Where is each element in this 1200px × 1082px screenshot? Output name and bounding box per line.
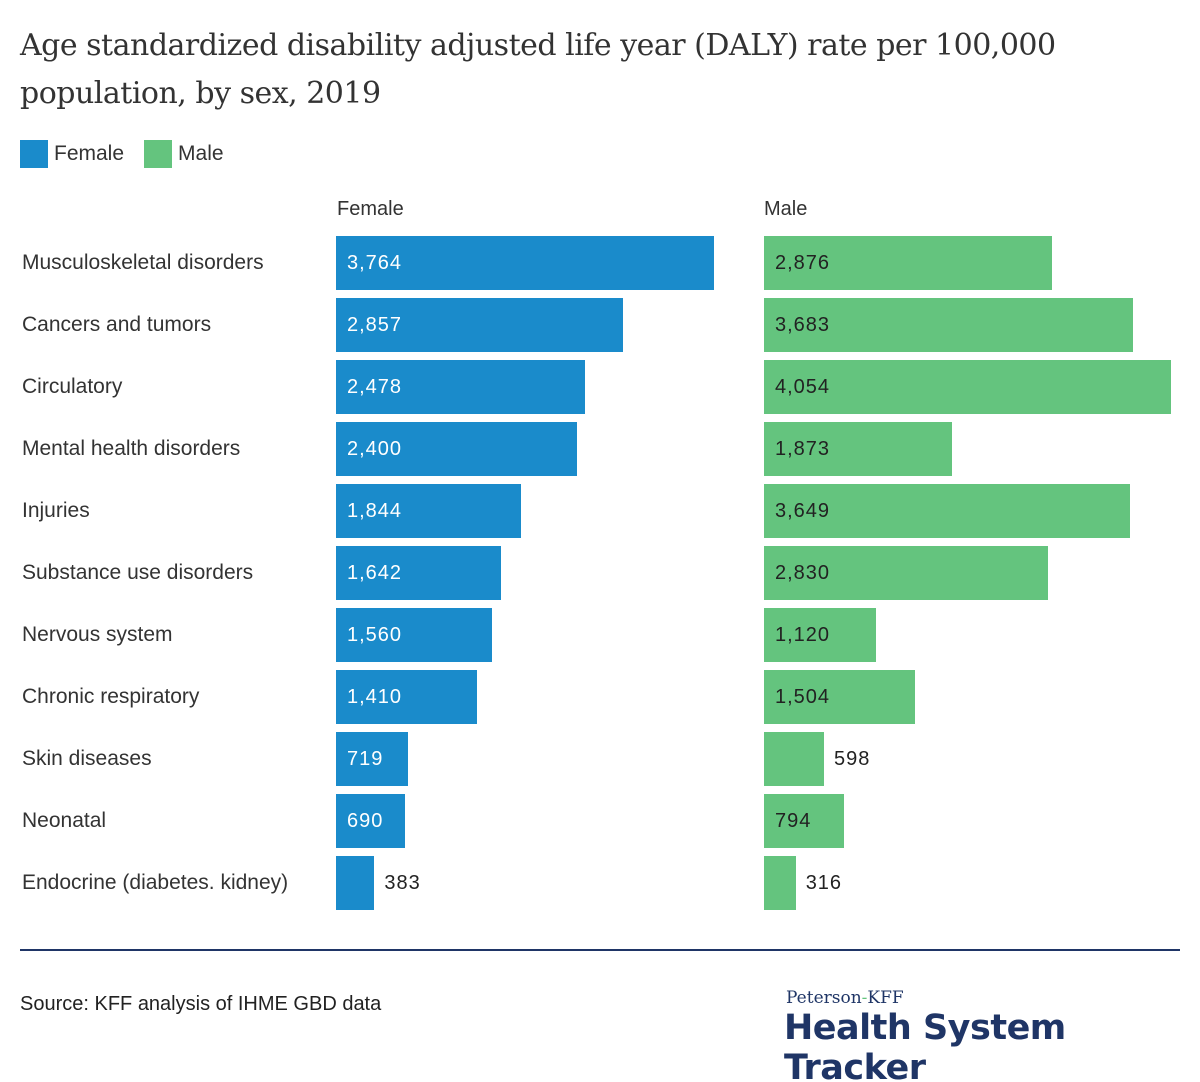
bar-female: [336, 360, 585, 414]
data-label-male: 1,504: [775, 686, 831, 708]
category-label: Neonatal: [22, 809, 107, 832]
bar-male: [764, 546, 1048, 600]
data-label-male: 1,120: [775, 624, 831, 646]
bar-male: [764, 236, 1053, 290]
footer-divider: [20, 949, 1180, 951]
category-label: Musculoskeletal disorders: [22, 251, 264, 274]
bar-male: [764, 670, 915, 724]
category-label: Cancers and tumors: [22, 313, 212, 336]
category-label: Mental health disorders: [22, 437, 241, 460]
data-label-male: 794: [775, 810, 812, 832]
bar-female: [336, 298, 623, 352]
bar-male: [764, 732, 824, 786]
panel-header-female: Female: [337, 198, 404, 220]
category-label: Circulatory: [22, 375, 123, 398]
category-label: Chronic respiratory: [22, 685, 200, 708]
bar-female: [336, 546, 501, 600]
bar-female: [336, 422, 577, 476]
bar-male: [764, 608, 877, 662]
logo-health-system-tracker: Health System Tracker: [784, 1008, 1066, 1082]
data-label-female: 3,764: [347, 252, 403, 274]
bar-male: [764, 856, 796, 910]
data-label-female: 1,642: [347, 562, 403, 584]
bar-female: [336, 794, 406, 848]
bar-male: [764, 484, 1130, 538]
bar-male: [764, 298, 1134, 352]
legend-label-female: Female: [54, 142, 125, 165]
category-label: Substance use disorders: [22, 561, 254, 584]
bar-male: [764, 422, 952, 476]
data-label-male: 2,876: [775, 252, 831, 274]
legend-swatch-male: [144, 140, 173, 168]
legend: Female Male: [20, 140, 244, 168]
source-note: Source: KFF analysis of IHME GBD data: [20, 993, 382, 1015]
data-label-male: 316: [805, 872, 843, 894]
category-label: Injuries: [22, 499, 90, 522]
legend-swatch-female: [20, 140, 48, 168]
bar-female: [336, 856, 375, 910]
data-label-female: 2,478: [347, 376, 403, 398]
data-label-female: 2,400: [347, 438, 403, 460]
legend-label-male: Male: [178, 142, 224, 165]
data-label-male: 598: [833, 748, 871, 770]
data-label-female: 1,410: [347, 686, 403, 708]
data-label-female: 2,857: [347, 314, 403, 336]
data-label-male: 1,873: [775, 438, 831, 460]
data-label-female: 383: [384, 872, 421, 894]
data-label-male: 3,683: [775, 314, 831, 336]
bar-female: [336, 670, 478, 724]
panel-header-male: Male: [764, 198, 808, 220]
category-label: Nervous system: [22, 623, 173, 646]
data-label-male: 2,830: [775, 562, 831, 584]
bar-male: [764, 360, 1171, 414]
category-label: Skin diseases: [22, 747, 152, 770]
bar-female: [336, 484, 521, 538]
bar-female: [336, 236, 714, 290]
bar-male: [764, 794, 844, 848]
data-label-female: 719: [347, 748, 384, 770]
bar-female: [336, 732, 409, 786]
data-label-male: 3,649: [775, 500, 831, 522]
logo-peterson-kff: Peterson-KFF: [786, 988, 904, 1008]
data-label-female: 1,844: [347, 500, 403, 522]
data-label-female: 1,560: [347, 624, 403, 646]
data-label-male: 4,054: [775, 376, 831, 398]
chart-title: Age standardized disability adjusted lif…: [20, 28, 1056, 111]
category-label: Endocrine (diabetes. kidney): [22, 871, 289, 894]
bar-female: [336, 608, 493, 662]
data-label-female: 690: [347, 810, 384, 832]
